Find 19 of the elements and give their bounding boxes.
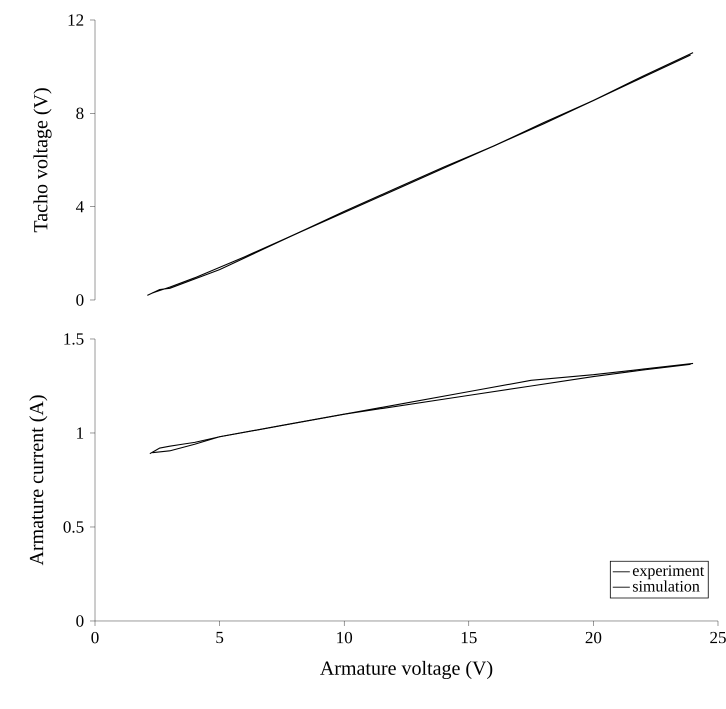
y-axis-title: Tacho voltage (V) (33, 88, 52, 232)
x-tick-label: 15 (462, 632, 477, 644)
legend-label: simulation (632, 580, 700, 592)
x-tick-label: 25 (710, 632, 726, 644)
y-tick-label: 12 (68, 14, 84, 26)
x-tick-label: 10 (337, 632, 352, 644)
y-tick-label: 0 (76, 294, 84, 306)
y-tick-label: 1 (77, 427, 84, 439)
y-tick-label: 0.5 (64, 521, 84, 533)
x-tick-label: 20 (586, 632, 602, 644)
x-tick-label: 0 (91, 632, 99, 644)
x-axis-title: Armature voltage (V) (320, 660, 492, 680)
y-tick-label: 4 (76, 201, 84, 212)
legend-label: experiment (632, 565, 704, 580)
x-tick-label: 5 (216, 632, 224, 644)
y-tick-label: 8 (76, 108, 84, 120)
y-axis-title: Armature current (A) (29, 395, 48, 566)
y-tick-label: 0 (76, 615, 84, 627)
y-tick-label: 1.5 (64, 333, 84, 345)
